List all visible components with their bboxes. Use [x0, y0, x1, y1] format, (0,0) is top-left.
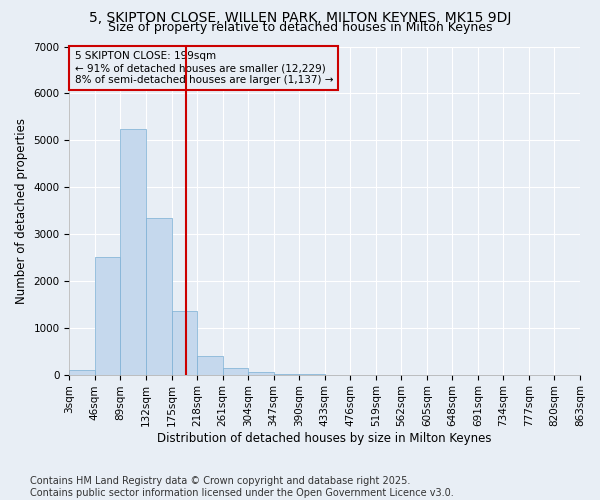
Text: 5 SKIPTON CLOSE: 199sqm
← 91% of detached houses are smaller (12,229)
8% of semi: 5 SKIPTON CLOSE: 199sqm ← 91% of detache…	[74, 52, 333, 84]
X-axis label: Distribution of detached houses by size in Milton Keynes: Distribution of detached houses by size …	[157, 432, 492, 445]
Bar	[146, 218, 172, 374]
Bar	[121, 128, 146, 374]
Bar	[70, 370, 95, 374]
Text: Contains HM Land Registry data © Crown copyright and database right 2025.
Contai: Contains HM Land Registry data © Crown c…	[30, 476, 454, 498]
Bar	[248, 372, 274, 374]
Bar	[95, 258, 121, 374]
Bar	[197, 356, 223, 374]
Text: 5, SKIPTON CLOSE, WILLEN PARK, MILTON KEYNES, MK15 9DJ: 5, SKIPTON CLOSE, WILLEN PARK, MILTON KE…	[89, 11, 511, 25]
Y-axis label: Number of detached properties: Number of detached properties	[15, 118, 28, 304]
Text: Size of property relative to detached houses in Milton Keynes: Size of property relative to detached ho…	[108, 21, 492, 34]
Bar	[172, 312, 197, 374]
Bar	[223, 368, 248, 374]
